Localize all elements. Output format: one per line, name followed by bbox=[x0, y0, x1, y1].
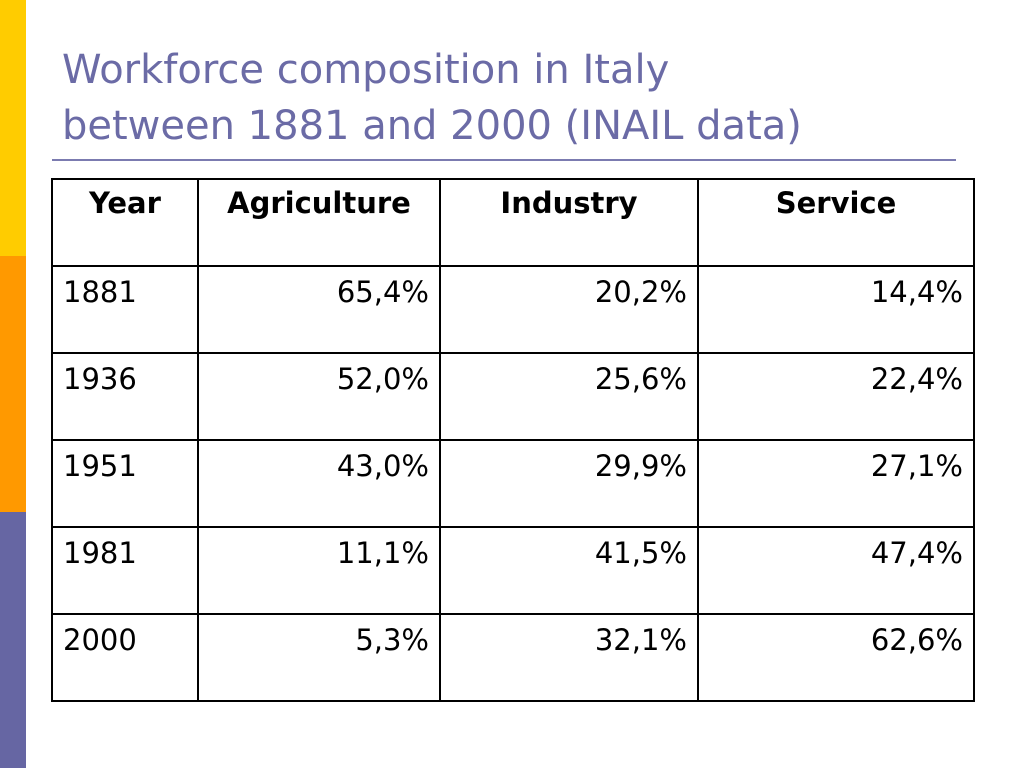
cell-industry: 41,5% bbox=[439, 526, 699, 615]
column-header-industry: Industry bbox=[439, 178, 699, 267]
cell-service: 22,4% bbox=[697, 352, 975, 441]
slide-title-line-2: between 1881 and 2000 (INAIL data) bbox=[62, 103, 802, 149]
cell-industry: 32,1% bbox=[439, 613, 699, 702]
column-header-service: Service bbox=[697, 178, 975, 267]
column-header-agriculture: Agriculture bbox=[197, 178, 441, 267]
cell-year: 2000 bbox=[51, 613, 199, 702]
side-bar-top-segment bbox=[0, 0, 26, 256]
workforce-table: Year Agriculture Industry Service 1881 6… bbox=[51, 178, 975, 702]
side-bar-bottom-segment bbox=[0, 512, 26, 768]
table-row: 1936 52,0% 25,6% 22,4% bbox=[51, 352, 975, 441]
cell-agriculture: 52,0% bbox=[197, 352, 441, 441]
cell-industry: 20,2% bbox=[439, 265, 699, 354]
cell-service: 62,6% bbox=[697, 613, 975, 702]
table-row: 2000 5,3% 32,1% 62,6% bbox=[51, 613, 975, 702]
cell-year: 1951 bbox=[51, 439, 199, 528]
slide-title: Workforce composition in Italy between 1… bbox=[62, 42, 982, 154]
cell-agriculture: 11,1% bbox=[197, 526, 441, 615]
slide-title-line-1: Workforce composition in Italy bbox=[62, 47, 670, 93]
cell-year: 1981 bbox=[51, 526, 199, 615]
cell-year: 1936 bbox=[51, 352, 199, 441]
cell-year: 1881 bbox=[51, 265, 199, 354]
column-header-year: Year bbox=[51, 178, 199, 267]
table-header-row: Year Agriculture Industry Service bbox=[51, 178, 975, 267]
table-row: 1951 43,0% 29,9% 27,1% bbox=[51, 439, 975, 528]
cell-service: 27,1% bbox=[697, 439, 975, 528]
table-row: 1881 65,4% 20,2% 14,4% bbox=[51, 265, 975, 354]
cell-industry: 29,9% bbox=[439, 439, 699, 528]
cell-agriculture: 5,3% bbox=[197, 613, 441, 702]
table-row: 1981 11,1% 41,5% 47,4% bbox=[51, 526, 975, 615]
cell-service: 14,4% bbox=[697, 265, 975, 354]
side-bar-middle-segment bbox=[0, 256, 26, 512]
cell-industry: 25,6% bbox=[439, 352, 699, 441]
title-divider bbox=[52, 159, 956, 161]
side-accent-bar bbox=[0, 0, 26, 768]
cell-agriculture: 65,4% bbox=[197, 265, 441, 354]
cell-agriculture: 43,0% bbox=[197, 439, 441, 528]
cell-service: 47,4% bbox=[697, 526, 975, 615]
